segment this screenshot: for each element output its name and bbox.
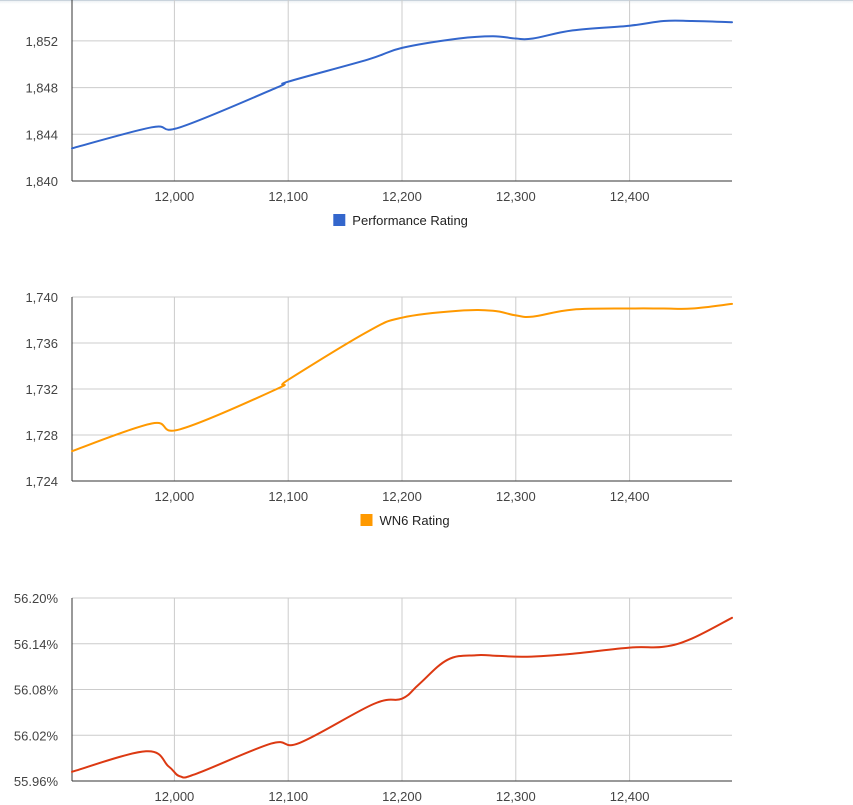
x-tick-label: 12,000 bbox=[155, 189, 195, 204]
x-tick-label: 12,400 bbox=[610, 189, 650, 204]
window-top-shade bbox=[0, 1, 853, 4]
win-rate-chart: 12,000 12,100 12,200 12,300 12,400 55.96% 56.0… bbox=[14, 591, 733, 804]
y-tick-label: 55.96% bbox=[14, 774, 59, 789]
y-tick-label: 56.02% bbox=[14, 728, 59, 743]
wn6-rating-chart: 12,000 12,100 12,200 12,300 12,400 1,724 1,728… bbox=[25, 290, 733, 528]
y-tick-label: 1,740 bbox=[25, 290, 58, 305]
x-tick-label: 12,200 bbox=[382, 789, 422, 804]
series-line[interactable] bbox=[71, 302, 733, 453]
y-tick-label: 1,848 bbox=[25, 81, 58, 96]
x-tick-label: 12,000 bbox=[155, 789, 195, 804]
x-tick-label: 12,000 bbox=[155, 489, 195, 504]
x-tick-label: 12,400 bbox=[610, 789, 650, 804]
y-tick-label: 1,732 bbox=[25, 382, 58, 397]
series-line[interactable] bbox=[71, 19, 733, 150]
y-tick-label: 1,728 bbox=[25, 428, 58, 443]
legend-swatch[interactable] bbox=[333, 214, 346, 226]
x-tick-label: 12,100 bbox=[268, 189, 308, 204]
series-line[interactable] bbox=[71, 616, 733, 779]
x-tick-label: 12,300 bbox=[496, 789, 536, 804]
performance-rating-chart: 12,000 12,100 12,200 12,300 12,400 1,840 1,844… bbox=[25, 0, 733, 228]
y-tick-label: 1,840 bbox=[25, 174, 58, 189]
legend-label[interactable]: WN6 Rating bbox=[380, 513, 450, 528]
x-tick-label: 12,100 bbox=[268, 789, 308, 804]
y-tick-label: 1,736 bbox=[25, 336, 58, 351]
x-tick-label: 12,200 bbox=[382, 189, 422, 204]
y-tick-label: 56.20% bbox=[14, 591, 59, 606]
legend-swatch[interactable] bbox=[360, 514, 373, 526]
x-tick-label: 12,300 bbox=[496, 489, 536, 504]
x-tick-label: 12,300 bbox=[496, 189, 536, 204]
y-tick-label: 1,844 bbox=[25, 127, 58, 142]
window-top-border bbox=[0, 0, 853, 1]
x-tick-label: 12,400 bbox=[610, 489, 650, 504]
y-tick-label: 1,724 bbox=[25, 474, 58, 489]
y-tick-label: 1,852 bbox=[25, 34, 58, 49]
legend-label[interactable]: Performance Rating bbox=[352, 213, 468, 228]
y-tick-label: 56.14% bbox=[14, 637, 59, 652]
x-tick-label: 12,200 bbox=[382, 489, 422, 504]
x-tick-label: 12,100 bbox=[268, 489, 308, 504]
y-tick-label: 56.08% bbox=[14, 683, 59, 698]
